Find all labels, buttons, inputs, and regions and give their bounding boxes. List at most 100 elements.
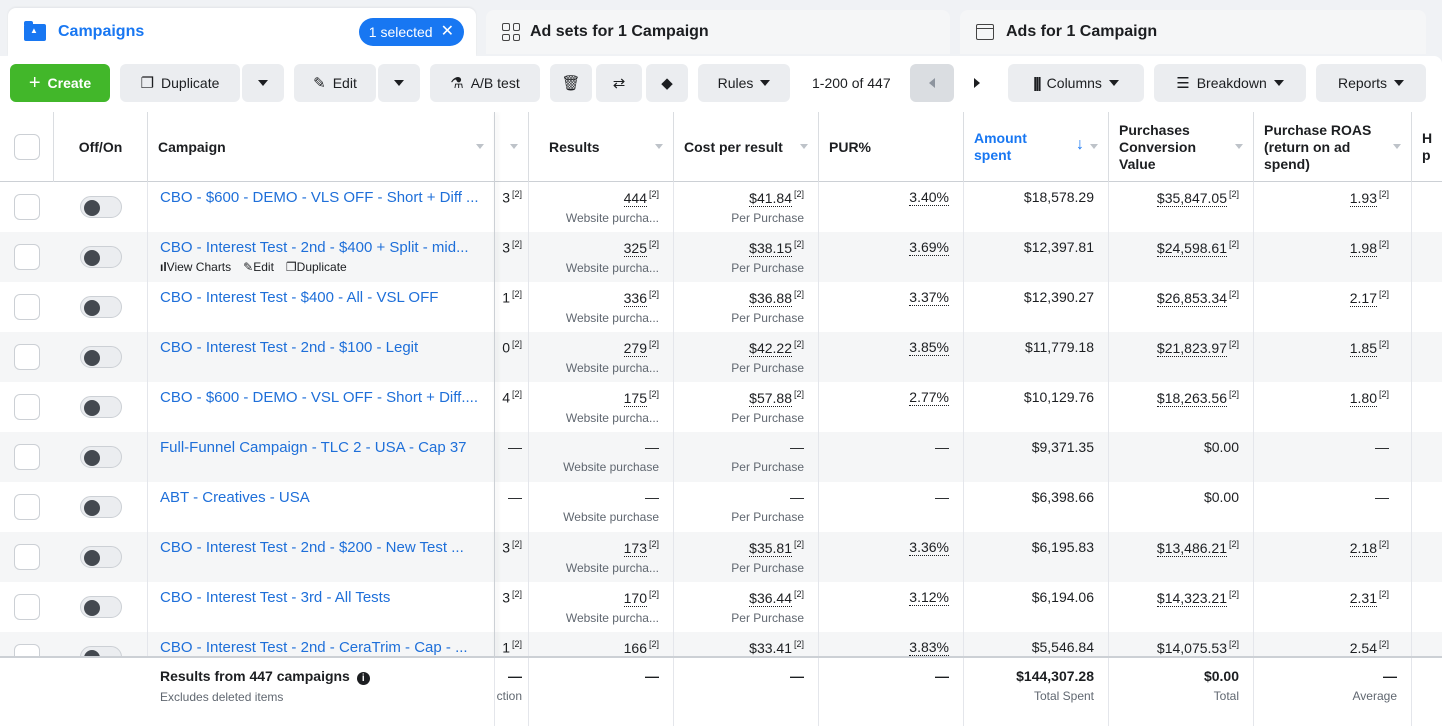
- duplicate-dropdown-button[interactable]: [242, 64, 284, 102]
- table-row[interactable]: ABT - Creatives - USA — — Website purchas…: [0, 482, 1442, 532]
- create-button[interactable]: + Create: [10, 64, 110, 102]
- tag-button[interactable]: ◆: [646, 64, 688, 102]
- row-checkbox[interactable]: [14, 444, 40, 470]
- footer-roas: — Average: [1254, 658, 1412, 726]
- tab-ads-label: Ads for 1 Campaign: [1006, 23, 1158, 40]
- duplicate-button[interactable]: ❐ Duplicate: [120, 64, 240, 102]
- header-next-partial[interactable]: H p: [1422, 130, 1432, 163]
- campaign-toggle[interactable]: [80, 396, 122, 418]
- tab-ad-sets[interactable]: Ad sets for 1 Campaign: [486, 10, 950, 54]
- table-row[interactable]: CBO - $600 - DEMO - VLS OFF - Short + Di…: [0, 182, 1442, 232]
- row-checkbox[interactable]: [14, 244, 40, 270]
- trash-icon: 🗑: [561, 74, 581, 92]
- select-all-checkbox[interactable]: [13, 134, 40, 160]
- cost-per-result-value: $36.44: [749, 589, 792, 607]
- header-spent-label: Amount spent: [974, 130, 1027, 163]
- campaign-toggle[interactable]: [80, 296, 122, 318]
- footnote-marker: [2]: [793, 239, 804, 249]
- footnote-marker: [2]: [648, 189, 659, 199]
- preview-button[interactable]: ⇄: [596, 64, 642, 102]
- campaign-name-link[interactable]: Full-Funnel Campaign - TLC 2 - USA - Cap…: [160, 439, 467, 456]
- campaign-name-link[interactable]: CBO - Interest Test - 3rd - All Tests: [160, 589, 391, 606]
- campaign-toggle[interactable]: [80, 546, 122, 568]
- edit-dropdown-button[interactable]: [378, 64, 420, 102]
- row-checkbox[interactable]: [14, 594, 40, 620]
- ab-test-button[interactable]: ⚗ A/B test: [430, 64, 540, 102]
- row-select-cell: [0, 232, 54, 282]
- table-row[interactable]: CBO - Interest Test - 2nd - $400 + Split…: [0, 232, 1442, 282]
- row-checkbox[interactable]: [14, 544, 40, 570]
- reports-button[interactable]: Reports: [1316, 64, 1426, 102]
- header-amount-spent[interactable]: Amount spent ↓: [964, 112, 1109, 182]
- table-row[interactable]: CBO - Interest Test - 2nd - $100 - Legit…: [0, 332, 1442, 382]
- amount-spent-value: $11,779.18: [1024, 339, 1094, 355]
- view-charts-link[interactable]: ılView Charts: [160, 260, 231, 274]
- results-value: —: [645, 439, 659, 455]
- columns-button[interactable]: ||| Columns: [1008, 64, 1144, 102]
- header-pur[interactable]: PUR%: [819, 112, 964, 182]
- campaign-name-link[interactable]: CBO - Interest Test - $400 - All - VSL O…: [160, 289, 439, 306]
- table-row[interactable]: CBO - Interest Test - 3rd - All Tests 3[…: [0, 582, 1442, 632]
- create-label: Create: [47, 75, 92, 91]
- breakdown-button[interactable]: ☰ Breakdown: [1154, 64, 1306, 102]
- campaign-name-link[interactable]: ABT - Creatives - USA: [160, 489, 310, 506]
- campaign-toggle[interactable]: [80, 346, 122, 368]
- close-icon[interactable]: ✕: [440, 23, 454, 40]
- toggle-cell: [54, 382, 148, 432]
- row-checkbox[interactable]: [14, 294, 40, 320]
- footnote-marker: [2]: [511, 639, 522, 649]
- campaign-toggle[interactable]: [80, 246, 122, 268]
- results-cell: 444 [2] Website purcha...: [529, 182, 674, 232]
- campaign-toggle[interactable]: [80, 496, 122, 518]
- results-value: 173: [623, 539, 647, 557]
- row-checkbox[interactable]: [14, 394, 40, 420]
- campaign-name-link[interactable]: CBO - Interest Test - 2nd - $400 + Split…: [160, 239, 469, 256]
- header-results[interactable]: Results: [529, 112, 674, 182]
- delete-button[interactable]: 🗑: [550, 64, 592, 102]
- cost-per-result-cell: $38.15 [2] Per Purchase: [674, 232, 819, 282]
- header-cost-per-result[interactable]: Cost per result: [674, 112, 819, 182]
- amount-spent-cell: $6,398.66: [964, 482, 1109, 532]
- row-checkbox[interactable]: [14, 344, 40, 370]
- header-roas[interactable]: Purchase ROAS (return on ad spend): [1254, 112, 1412, 182]
- footnote-marker: [2]: [511, 589, 522, 599]
- header-purchases-value[interactable]: Purchases Conversion Value: [1109, 112, 1254, 182]
- pur-value: 3.69%: [909, 239, 949, 256]
- campaign-toggle[interactable]: [80, 446, 122, 468]
- selected-pill[interactable]: 1 selected ✕: [358, 18, 464, 46]
- header-hidden-col[interactable]: [495, 112, 529, 182]
- purchases-value-cell: $0.00: [1109, 432, 1254, 482]
- row-checkbox[interactable]: [14, 194, 40, 220]
- tab-campaigns[interactable]: Campaigns 1 selected ✕: [8, 8, 476, 56]
- tab-ads[interactable]: Ads for 1 Campaign: [960, 10, 1426, 54]
- cost-per-result-sub: Per Purchase: [731, 360, 804, 375]
- row-checkbox[interactable]: [14, 494, 40, 520]
- edit-button[interactable]: ✎ Edit: [294, 64, 376, 102]
- rules-button[interactable]: Rules: [698, 64, 790, 102]
- row-edit-link[interactable]: ✎Edit: [243, 260, 274, 274]
- results-sub: Website purcha...: [565, 610, 659, 625]
- next-page-button[interactable]: [956, 64, 998, 102]
- campaign-name-link[interactable]: CBO - Interest Test - 2nd - $200 - New T…: [160, 539, 464, 556]
- campaign-toggle[interactable]: [80, 596, 122, 618]
- campaign-name-link[interactable]: CBO - $600 - DEMO - VSL OFF - Short + Di…: [160, 389, 478, 406]
- table-row[interactable]: CBO - $600 - DEMO - VSL OFF - Short + Di…: [0, 382, 1442, 432]
- campaign-name-link[interactable]: CBO - Interest Test - 2nd - CeraTrim - C…: [160, 639, 468, 656]
- results-cell: 170 [2] Website purcha...: [529, 582, 674, 632]
- pencil-icon: ✎: [313, 74, 326, 92]
- info-icon[interactable]: i: [356, 672, 370, 685]
- prev-page-button[interactable]: [910, 64, 954, 102]
- campaign-name-link[interactable]: CBO - $600 - DEMO - VLS OFF - Short + Di…: [160, 189, 479, 206]
- footer-roas-value: —: [1383, 668, 1397, 684]
- table-row[interactable]: CBO - Interest Test - 2nd - $200 - New T…: [0, 532, 1442, 582]
- header-onoff[interactable]: Off/On: [54, 112, 148, 182]
- campaign-name-link[interactable]: CBO - Interest Test - 2nd - $100 - Legit: [160, 339, 419, 356]
- row-select-cell: [0, 432, 54, 482]
- header-campaign[interactable]: Campaign: [148, 112, 495, 182]
- cost-per-result-value: $41.84: [749, 189, 792, 207]
- table-row[interactable]: Full-Funnel Campaign - TLC 2 - USA - Cap…: [0, 432, 1442, 482]
- row-duplicate-link[interactable]: ❐Duplicate: [286, 260, 347, 274]
- campaign-toggle[interactable]: [80, 196, 122, 218]
- roas-value: 2.18: [1349, 539, 1377, 557]
- table-row[interactable]: CBO - Interest Test - $400 - All - VSL O…: [0, 282, 1442, 332]
